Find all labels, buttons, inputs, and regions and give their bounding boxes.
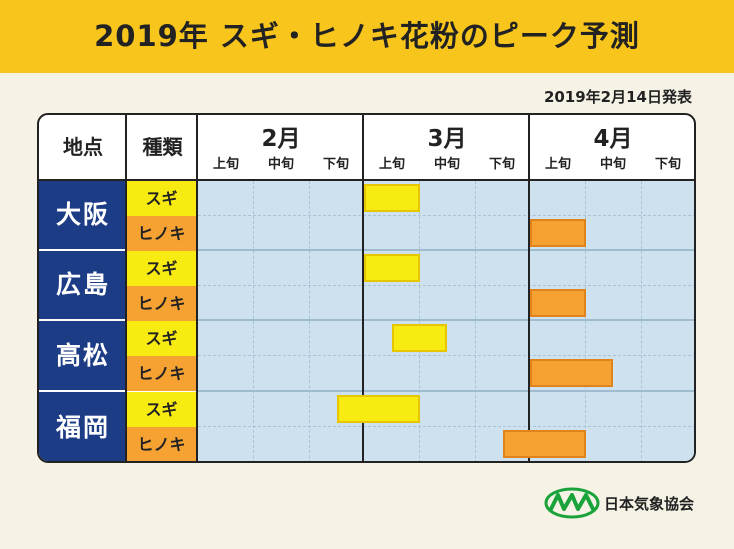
dekad-label: 上旬 bbox=[378, 157, 405, 172]
grid-line bbox=[309, 181, 310, 461]
title-bar bbox=[0, 0, 734, 73]
dekad-label: 中旬 bbox=[267, 157, 294, 172]
month-label: 2月 bbox=[261, 126, 301, 152]
city-osaka: 大阪 bbox=[39, 181, 127, 249]
column-divider bbox=[125, 115, 127, 461]
dekad-label: 中旬 bbox=[599, 157, 626, 172]
issue-date: 2019年2月14日発表 bbox=[543, 88, 692, 106]
page-title: 2019年 スギ・ヒノキ花粉のピーク予測 bbox=[94, 19, 640, 53]
row-separator bbox=[198, 215, 694, 216]
dekad-label: 中旬 bbox=[433, 157, 460, 172]
plot-area bbox=[198, 181, 694, 461]
column-divider bbox=[196, 115, 198, 461]
month-header-apr: 4月 上旬 中旬 下旬 bbox=[530, 115, 694, 179]
type-hinoki: ヒノキ bbox=[127, 356, 196, 391]
grid-line bbox=[585, 181, 586, 461]
city-fukuoka: 福岡 bbox=[39, 392, 127, 461]
type-sugi: スギ bbox=[127, 392, 196, 427]
grid-line bbox=[253, 181, 254, 461]
dekad-label: 上旬 bbox=[212, 157, 239, 172]
type-sugi: スギ bbox=[127, 181, 196, 216]
city-hiroshima: 広島 bbox=[39, 251, 127, 319]
jwa-logo-icon bbox=[544, 487, 600, 519]
grid-line bbox=[641, 181, 642, 461]
group-separator bbox=[198, 249, 694, 251]
grid-line bbox=[475, 181, 476, 461]
row-separator bbox=[198, 355, 694, 356]
row-separator bbox=[198, 426, 694, 427]
bar-hinoki bbox=[530, 219, 586, 247]
row-separator bbox=[198, 285, 694, 286]
location-header: 地点 bbox=[63, 135, 103, 159]
month-header-feb: 2月 上旬 中旬 下旬 bbox=[198, 115, 364, 179]
jwa-logo: 日本気象協会 bbox=[544, 486, 694, 520]
grid-line bbox=[419, 181, 420, 461]
group-separator bbox=[198, 319, 694, 321]
dekad-label: 下旬 bbox=[322, 157, 349, 172]
bar-hinoki bbox=[530, 359, 614, 387]
dekad-label: 下旬 bbox=[488, 157, 515, 172]
bar-sugi bbox=[364, 254, 420, 282]
month-header-mar: 3月 上旬 中旬 下旬 bbox=[364, 115, 530, 179]
header-divider bbox=[39, 179, 694, 181]
bar-sugi bbox=[364, 184, 420, 212]
bar-sugi bbox=[336, 395, 420, 423]
month-divider bbox=[528, 115, 530, 461]
month-label: 4月 bbox=[593, 126, 633, 152]
logo-text: 日本気象協会 bbox=[603, 494, 694, 513]
type-hinoki: ヒノキ bbox=[127, 427, 196, 461]
month-divider bbox=[362, 115, 364, 461]
bar-sugi bbox=[391, 324, 448, 352]
type-hinoki: ヒノキ bbox=[127, 286, 196, 321]
dekad-label: 下旬 bbox=[654, 157, 681, 172]
type-header: 種類 bbox=[142, 135, 183, 159]
dekad-label: 上旬 bbox=[544, 157, 571, 172]
bar-hinoki bbox=[530, 289, 586, 317]
group-separator bbox=[198, 390, 694, 392]
type-sugi: スギ bbox=[127, 251, 196, 286]
month-label: 3月 bbox=[427, 126, 467, 152]
forecast-table: 地点 種類 2月 上旬 中旬 下旬 3月 上旬 中旬 下旬 4月 上旬 中旬 下… bbox=[37, 113, 696, 463]
bar-hinoki bbox=[502, 430, 586, 458]
type-sugi: スギ bbox=[127, 321, 196, 356]
type-hinoki: ヒノキ bbox=[127, 216, 196, 251]
city-takamatsu: 高松 bbox=[39, 321, 127, 390]
